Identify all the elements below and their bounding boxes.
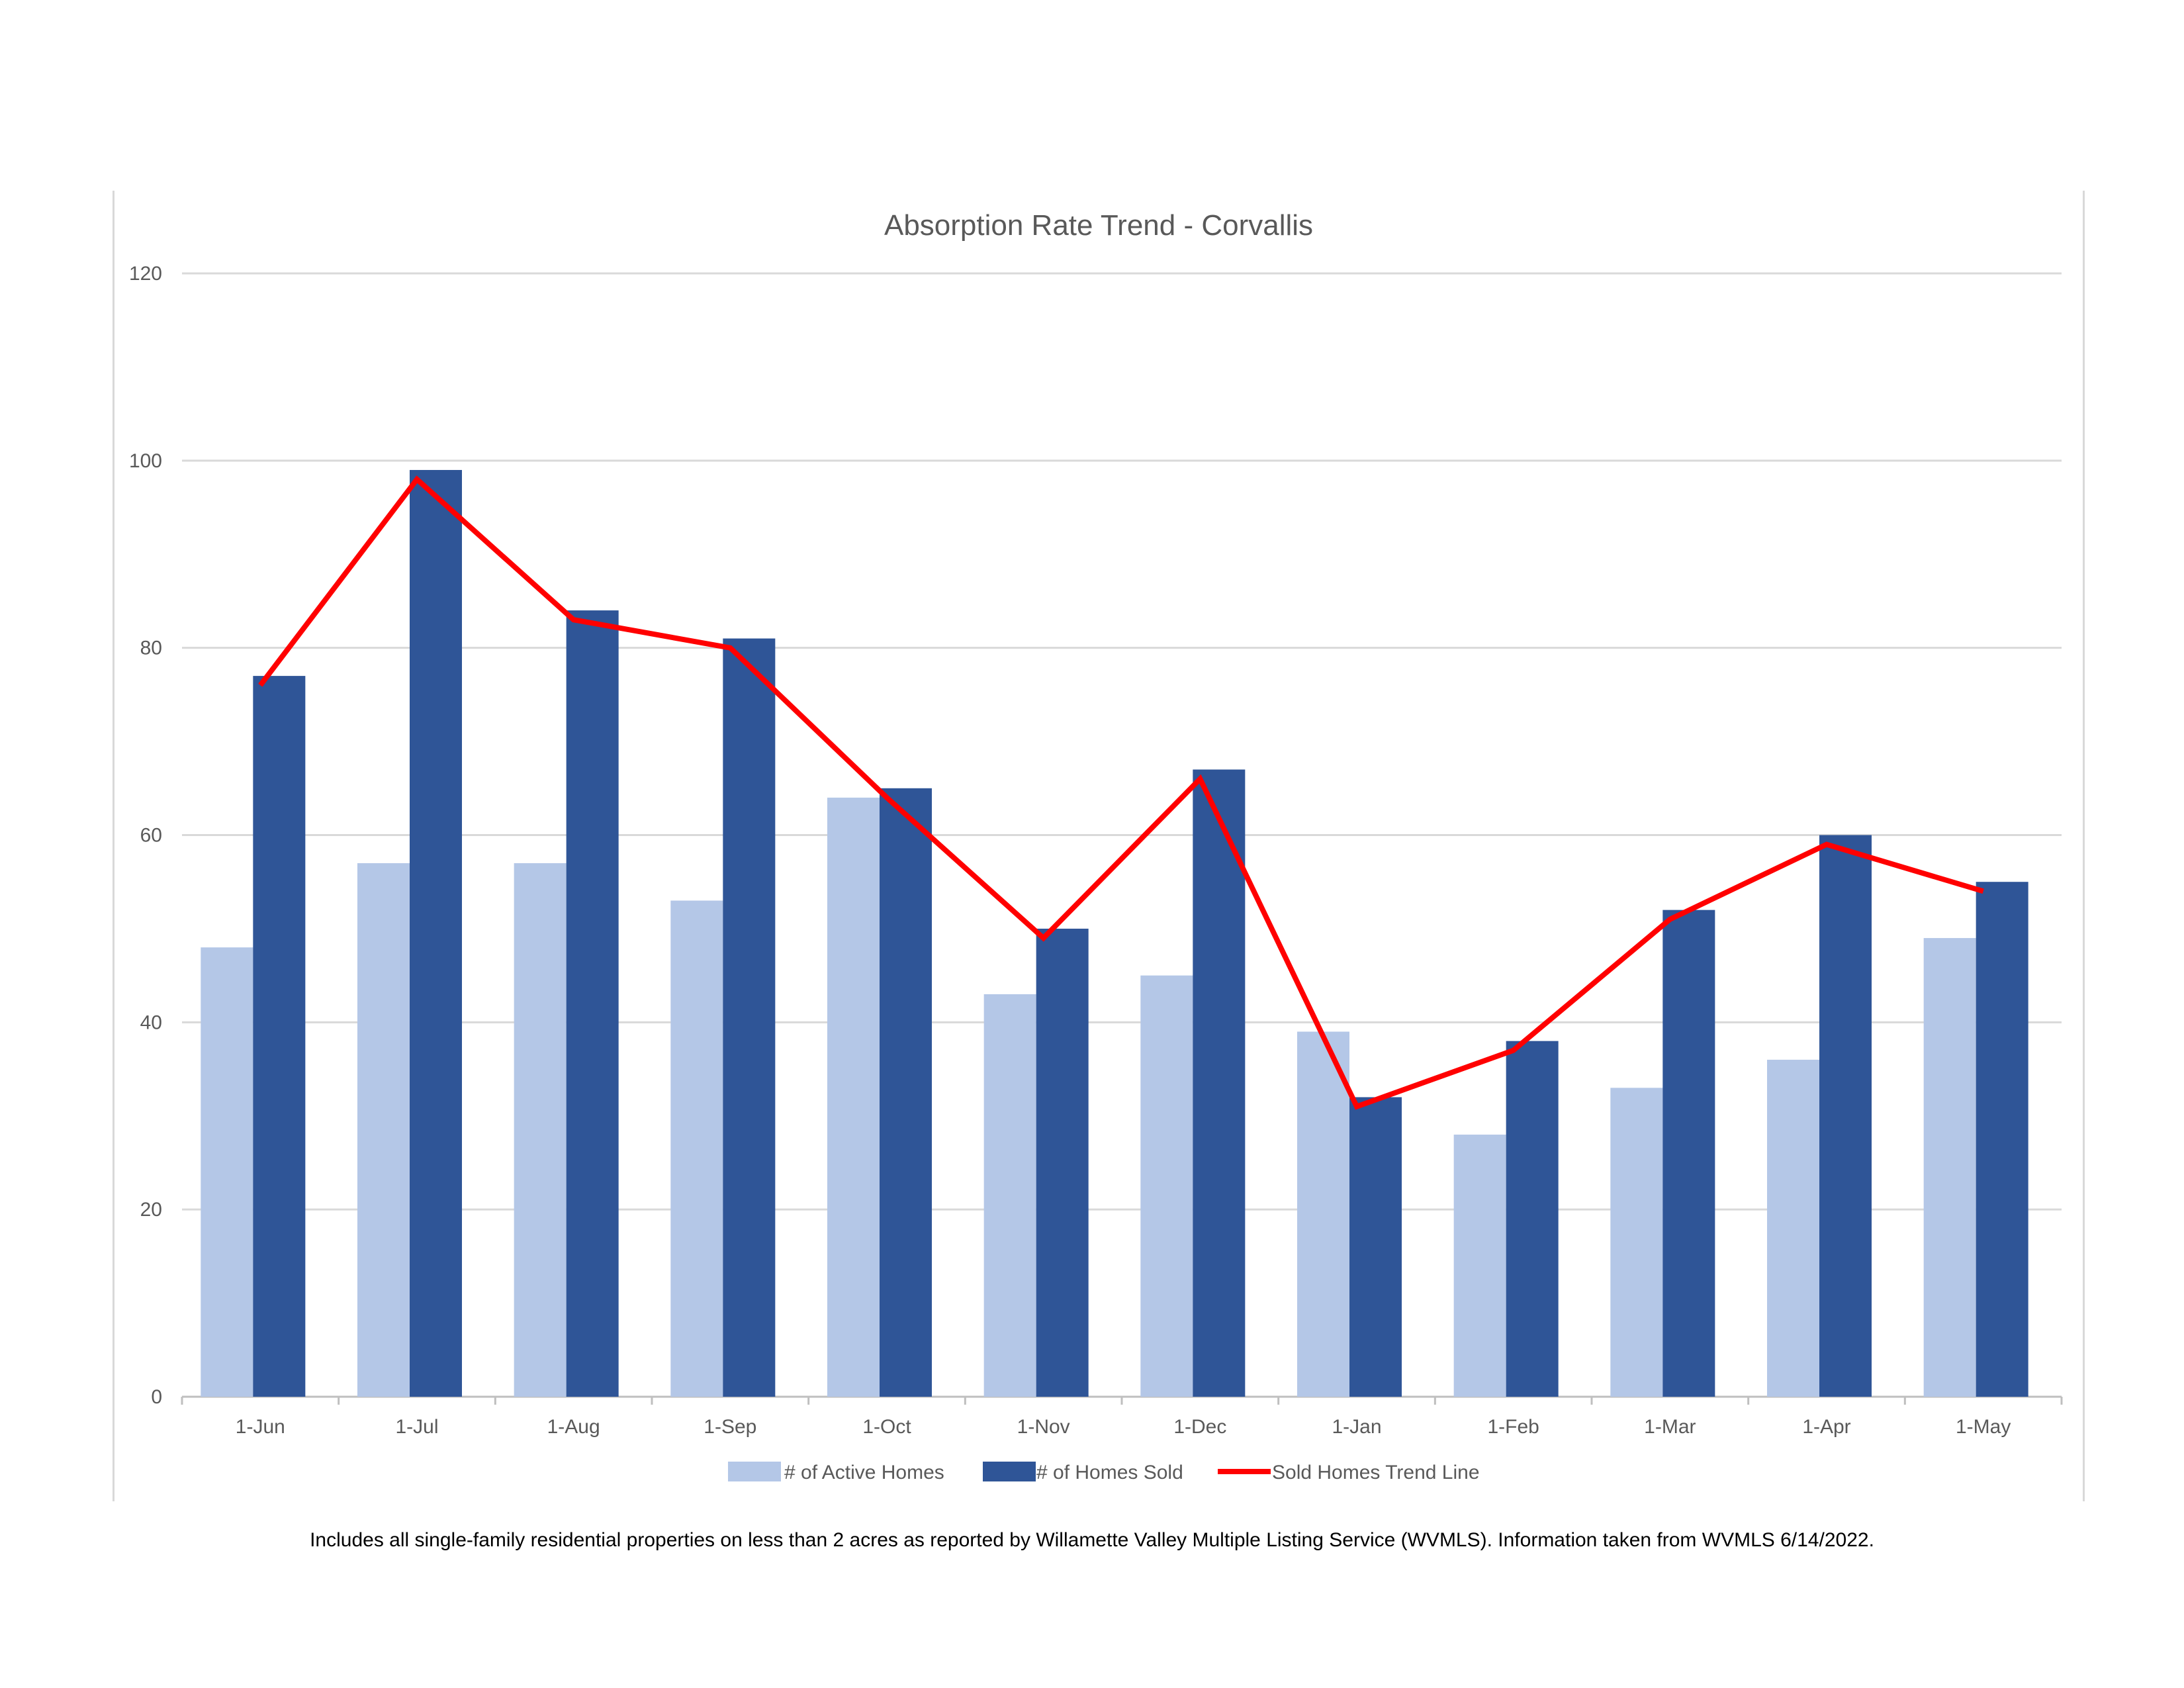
bar-homes-sold [253,676,306,1397]
bar-homes-sold [1193,769,1246,1397]
bar-homes-sold [1976,882,2028,1397]
bar-homes-sold [1506,1041,1559,1397]
bar-active-homes [201,947,253,1397]
legend: # of Active Homes # of Homes Sold Sold Hom… [728,1462,1480,1483]
x-tick-label: 1-Feb [1487,1416,1539,1438]
bar-homes-sold [880,788,932,1397]
legend-label: # of Homes Sold [1036,1462,1183,1483]
bar-homes-sold [723,638,776,1397]
y-tick-label: 0 [151,1386,162,1408]
bars [201,469,2028,1397]
x-tick-label: 1-Aug [547,1416,600,1438]
x-tick-label: 1-May [1956,1416,2011,1438]
bar-active-homes [1297,1031,1349,1397]
x-tick-label: 1-Sep [704,1416,756,1438]
bar-active-homes [670,900,723,1397]
y-tick-label: 100 [129,450,162,472]
legend-label: # of Active Homes [784,1462,944,1483]
y-tick-label: 20 [140,1199,162,1221]
bar-active-homes [1767,1059,1819,1397]
x-tick-label: 1-Dec [1173,1416,1226,1438]
bar-homes-sold [1662,910,1715,1397]
bar-active-homes [827,797,880,1397]
y-tick-label: 80 [140,637,162,659]
x-tick-label: 1-Jul [395,1416,438,1438]
footnote: Includes all single-family residential p… [310,1529,1874,1551]
bar-homes-sold [1819,835,1872,1397]
bar-homes-sold [1349,1097,1402,1397]
trend-line [258,475,1984,1110]
trend-line-layer [258,475,1984,1110]
bar-homes-sold [410,469,462,1397]
x-tick-label: 1-Jan [1332,1416,1381,1438]
y-axis-ticks: 0 20 40 60 80 100 120 [129,263,162,1408]
y-tick-label: 40 [140,1011,162,1033]
x-tick-label: 1-Apr [1802,1416,1850,1438]
bar-active-homes [1610,1088,1663,1397]
bar-active-homes [1140,975,1193,1397]
x-tick-label: 1-Oct [862,1416,911,1438]
x-tick-label: 1-Nov [1017,1416,1070,1438]
y-tick-label: 120 [129,263,162,285]
x-axis-ticks: 1-Jun 1-Jul 1-Aug 1-Sep 1-Oct 1-Nov 1-Dec 1-Jan… [181,1397,2063,1438]
bar-active-homes [514,863,567,1397]
bar-homes-sold [1036,928,1089,1397]
bar-active-homes [1453,1135,1506,1397]
chart-frame [113,191,2085,1501]
bar-active-homes [983,994,1036,1397]
legend-label: Sold Homes Trend Line [1272,1462,1480,1483]
bar-active-homes [357,863,410,1397]
bar-active-homes [1923,938,1976,1397]
legend-swatch [728,1462,781,1481]
x-tick-label: 1-Mar [1644,1416,1696,1438]
bar-homes-sold [566,610,619,1397]
chart-title: Absorption Rate Trend - Corvallis [884,209,1313,242]
legend-swatch [983,1462,1036,1481]
x-tick-label: 1-Jun [236,1416,285,1438]
y-tick-label: 60 [140,825,162,847]
